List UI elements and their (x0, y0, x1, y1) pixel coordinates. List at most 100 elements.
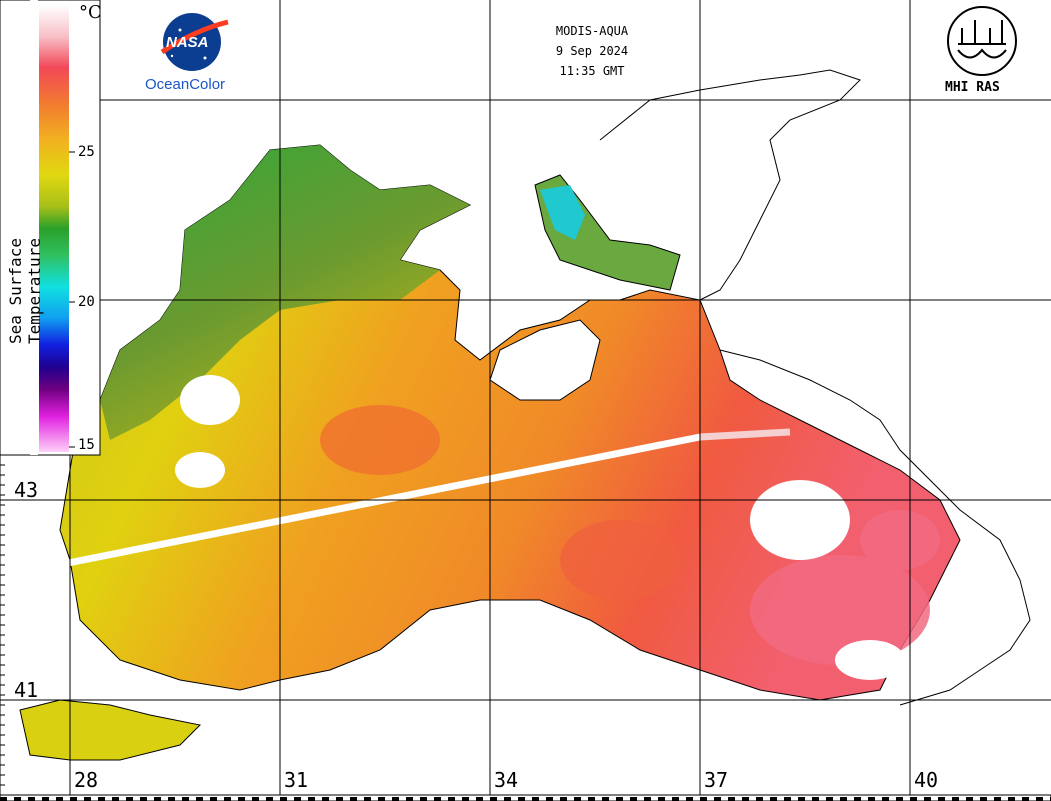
ruler-tick (266, 797, 273, 801)
ruler-tick (294, 797, 301, 801)
ruler-tick (238, 797, 245, 801)
lon-label-28: 28 (74, 768, 99, 792)
ruler-tick (518, 797, 525, 801)
nasa-text: NASA (166, 34, 209, 51)
ruler-tick (728, 797, 735, 801)
ruler-tick (350, 797, 357, 801)
ruler-tick (406, 797, 413, 801)
ruler-tick (322, 797, 329, 801)
hot-patch (750, 555, 930, 665)
coastline (719, 349, 1031, 706)
mhi-ras-text: MHI RAS (945, 80, 1000, 95)
ruler-tick (56, 797, 63, 801)
ruler-tick (308, 797, 315, 801)
ruler-tick (910, 797, 917, 801)
ruler-tick (588, 797, 595, 801)
ruler-tick (532, 797, 539, 801)
ruler-tick (70, 797, 77, 801)
ruler-tick (938, 797, 945, 801)
ruler-tick (462, 797, 469, 801)
cloud-gap (525, 360, 565, 396)
colorbar-ticks (69, 151, 75, 448)
ruler-tick (714, 797, 721, 801)
ruler-tick (154, 797, 161, 801)
ruler-tick (616, 797, 623, 801)
ruler-tick (602, 797, 609, 801)
ruler-tick (252, 797, 259, 801)
ruler-tick (840, 797, 847, 801)
ruler-tick (546, 797, 553, 801)
ruler-tick (686, 797, 693, 801)
ruler-tick (378, 797, 385, 801)
lon-label-40: 40 (914, 768, 939, 792)
ruler-tick (168, 797, 175, 801)
hot-patch (860, 510, 940, 570)
cloud-gap (175, 452, 225, 488)
ruler-tick (756, 797, 763, 801)
ruler-tick (210, 797, 217, 801)
ruler-tick (882, 797, 889, 801)
lat-label-41: 41 (14, 678, 39, 702)
ruler-tick (98, 797, 105, 801)
ruler-tick (826, 797, 833, 801)
ruler-tick (434, 797, 441, 801)
date-label: 9 Sep 2024 (555, 44, 629, 58)
ruler-tick (980, 797, 987, 801)
time-label: 11:35 GMT (559, 64, 625, 78)
ruler-tick (896, 797, 903, 801)
oceancolor-text: OceanColor (145, 76, 226, 93)
ruler-tick (798, 797, 805, 801)
ruler-tick (84, 797, 91, 801)
lon-label-37: 37 (704, 768, 729, 792)
ruler-tick (924, 797, 931, 801)
ruler-tick (420, 797, 427, 801)
sea-of-marmara (19, 699, 202, 761)
ruler-tick (574, 797, 581, 801)
ruler-tick (14, 797, 21, 801)
ruler-tick (42, 797, 49, 801)
ruler-tick (1022, 797, 1029, 801)
ruler-tick (672, 797, 679, 801)
bottom-ruler (0, 794, 1051, 801)
cloud-gap (835, 640, 905, 680)
ruler-tick (0, 797, 7, 801)
colorbar-title: Sea Surface Temperature (6, 238, 44, 344)
ruler-tick (560, 797, 567, 801)
ruler-tick (140, 797, 147, 801)
ruler-tick (630, 797, 637, 801)
colorbar-tick-25: 25 (78, 144, 95, 160)
nasa-logo-icon (160, 13, 229, 71)
sensor-label: MODIS-AQUA (555, 24, 629, 38)
ruler-tick (658, 797, 665, 801)
ruler-tick (966, 797, 973, 801)
swath-gap-line (57, 433, 701, 569)
cloud-gap (180, 375, 240, 425)
ruler-tick (770, 797, 777, 801)
ruler-tick (1036, 797, 1043, 801)
ruler-tick (392, 797, 399, 801)
ruler-tick (784, 797, 791, 801)
colorbar-strip-left (30, 0, 38, 455)
azov-cyan-patch (540, 185, 585, 240)
ruler-tick (994, 797, 1001, 801)
ruler-tick (224, 797, 231, 801)
swath-gap-line (699, 428, 791, 441)
ruler-tick (700, 797, 707, 801)
ruler-tick (280, 797, 287, 801)
colorbar-tick-15: 15 (78, 437, 95, 453)
ruler-tick (112, 797, 119, 801)
ruler-tick (364, 797, 371, 801)
bottom-ruler-ticks (0, 797, 1051, 801)
ruler-tick (812, 797, 819, 801)
ruler-tick (868, 797, 875, 801)
lon-label-31: 31 (284, 768, 309, 792)
colorbar-tick-20: 20 (78, 294, 95, 310)
warm-patch (320, 405, 440, 475)
ruler-tick (28, 797, 35, 801)
lon-label-34: 34 (494, 768, 519, 792)
cloud-gap (750, 480, 850, 560)
colorbar-scale (39, 5, 69, 452)
ruler-tick (504, 797, 511, 801)
unit-label: °C (79, 2, 102, 23)
